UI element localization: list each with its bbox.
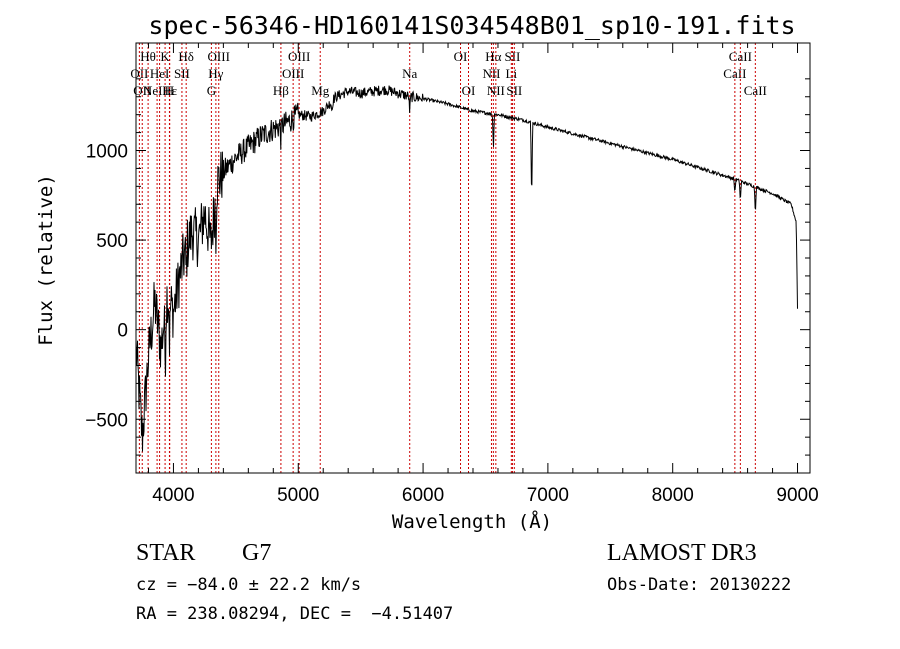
- object-class: STAR: [136, 540, 195, 566]
- line-marker-label: SII: [504, 49, 520, 64]
- y-tick-label: 500: [96, 231, 128, 252]
- line-marker-label: CaII: [729, 49, 752, 64]
- line-marker-label: SII: [174, 66, 190, 81]
- line-marker-label: Mg: [311, 83, 330, 98]
- line-marker-label: H: [165, 83, 174, 98]
- line-marker-label: Na: [402, 66, 417, 81]
- line-marker-label: NII: [482, 66, 500, 81]
- line-marker-label: CaII: [744, 83, 767, 98]
- redshift-value: cz = −84.0 ± 22.2 km/s: [136, 575, 361, 595]
- x-tick-label: 7000: [527, 485, 569, 506]
- x-tick-label: 4000: [152, 485, 194, 506]
- line-marker-label: OIII: [288, 49, 310, 64]
- line-marker-label: CaII: [723, 66, 746, 81]
- line-marker-label: OI: [462, 83, 476, 98]
- x-tick-label: 9000: [776, 485, 818, 506]
- y-axis: −500 0 500 1000: [85, 78, 810, 456]
- x-tick-label: 6000: [402, 485, 444, 506]
- line-marker-label: K: [160, 49, 170, 64]
- line-marker-label: Hε: [162, 83, 177, 98]
- line-marker-label: Li: [506, 66, 518, 81]
- obs-date: Obs-Date: 20130222: [607, 575, 791, 595]
- line-marker-label: OII: [133, 83, 151, 98]
- line-marker-label: G: [207, 83, 216, 98]
- line-marker-label: Hα: [485, 49, 501, 64]
- survey-name: LAMOST DR3: [607, 540, 757, 566]
- spectrum-line: [135, 85, 798, 452]
- coordinates: RA = 238.08294, DEC = −4.51407: [136, 604, 453, 624]
- line-marker-label: NeIII: [143, 83, 171, 98]
- line-marker-label: OI: [454, 49, 468, 64]
- object-subclass: G7: [242, 540, 271, 566]
- line-marker-label: OIII: [282, 66, 304, 81]
- x-axis-label: Wavelength (Å): [392, 510, 552, 533]
- y-tick-label: −500: [85, 410, 128, 431]
- plot-frame: [135, 42, 811, 474]
- line-marker-label: Hγ: [208, 66, 223, 81]
- x-axis: 4000 5000 6000 7000 8000 9000: [147, 43, 819, 506]
- line-marker-label: NII: [487, 83, 505, 98]
- line-marker-label: Hθ: [140, 49, 156, 64]
- y-axis-label: Flux (relative): [35, 174, 57, 346]
- x-tick-label: 5000: [277, 485, 319, 506]
- spectrum-series: [135, 85, 798, 452]
- line-marker-label: Hδ: [178, 49, 194, 64]
- line-marker-label: HeI: [150, 66, 170, 81]
- line-marker-label: OIII: [208, 49, 230, 64]
- chart-title: spec-56346-HD160141S034548B01_sp10-191.f…: [148, 11, 795, 40]
- line-marker-label: OII: [130, 66, 148, 81]
- line-marker-label: Hβ: [273, 83, 289, 98]
- y-tick-label: 1000: [86, 142, 128, 163]
- y-tick-label: 0: [117, 321, 128, 342]
- line-markers: OIIOIIHθNeIIIHeIKHεHSIIHδGHγOIIIHβOIIIOI…: [130, 43, 767, 473]
- x-tick-label: 8000: [652, 485, 694, 506]
- line-marker-label: SII: [506, 83, 522, 98]
